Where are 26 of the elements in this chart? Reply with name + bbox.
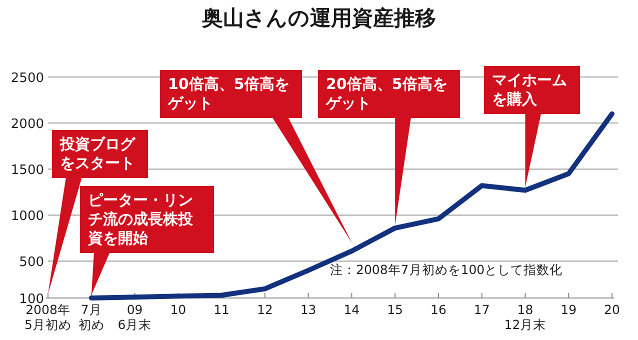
- y-tick-label: 1000: [10, 209, 44, 224]
- annotation: 投資ブログをスタート: [52, 130, 148, 178]
- x-tick-label: 09 6月末: [118, 302, 152, 332]
- y-tick-label: 1500: [10, 163, 44, 178]
- x-tick-label: 19: [560, 302, 577, 317]
- annotation: 10倍高、5倍高をゲット: [160, 70, 302, 118]
- x-tick-label: 2008年 5月初め: [24, 302, 72, 332]
- y-tick-label: 2000: [10, 117, 44, 132]
- x-tick-label: 20: [604, 302, 620, 317]
- y-tick-label: 500: [19, 255, 44, 270]
- x-tick-label: 18 12月末: [504, 302, 546, 332]
- x-tick-label: 15: [387, 302, 404, 317]
- x-tick-label: 7月初め: [78, 302, 104, 332]
- annotation: 20倍高、5倍高をゲット: [318, 70, 460, 118]
- annotation: ピーター・リンチ流の成長株投資を開始: [80, 186, 214, 253]
- x-tick-label: 10: [170, 302, 186, 317]
- x-tick-label: 11: [214, 302, 230, 317]
- annotation: 注：2008年7月初めを100として指数化: [330, 262, 563, 279]
- annotation: マイホームを購入: [484, 66, 580, 114]
- x-tick-label: 13: [300, 302, 316, 317]
- y-tick-label: 2500: [10, 71, 44, 86]
- x-tick-label: 17: [474, 302, 490, 317]
- chart-title: 奥山さんの運用資産推移: [200, 5, 437, 32]
- x-tick-label: 12: [256, 302, 273, 317]
- x-tick-label: 16: [430, 302, 446, 317]
- x-tick-label: 14: [344, 302, 360, 317]
